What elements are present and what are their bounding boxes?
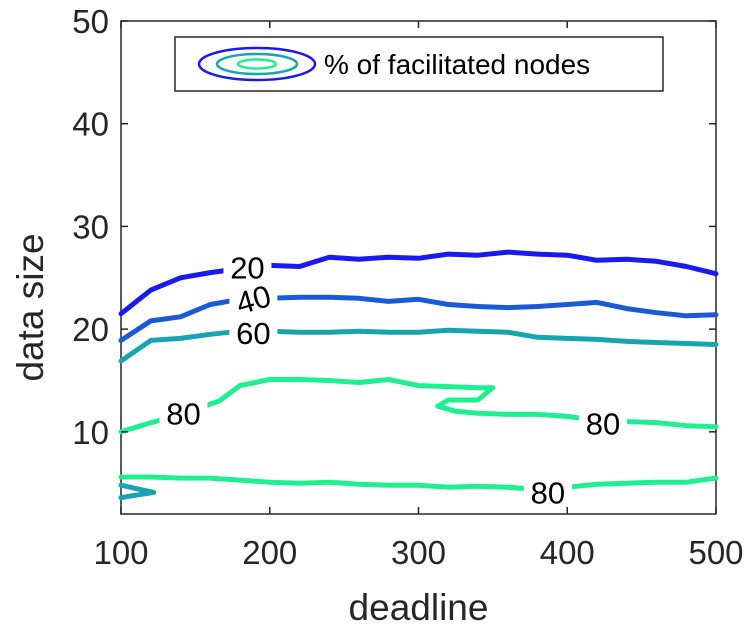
contour-label-bg <box>578 408 627 439</box>
y-tick-label: 50 <box>72 3 109 40</box>
x-tick-label: 300 <box>391 534 446 571</box>
y-axis-label: data size <box>10 233 51 381</box>
x-axis-label: deadline <box>349 587 489 628</box>
contour-line-80-5 <box>118 474 719 492</box>
contour-label-60-2: 60 <box>236 316 270 351</box>
contour-label-20-0: 20 <box>230 251 264 286</box>
x-tick-label: 400 <box>540 534 595 571</box>
y-tick-label: 40 <box>72 106 109 143</box>
y-tick-label: 20 <box>72 311 109 348</box>
contour-line-70-6 <box>118 482 157 501</box>
legend-box <box>174 36 664 92</box>
plot-area <box>120 20 717 515</box>
y-tick-label: 10 <box>72 414 109 451</box>
legend-label: % of facilitated nodes <box>324 49 590 80</box>
contour-label-bg <box>159 398 208 429</box>
contour-line-20-0 <box>118 249 719 317</box>
legend: % of facilitated nodes <box>174 36 664 92</box>
contour-label-80-5: 80 <box>531 475 565 510</box>
contour-label-bg <box>223 252 272 283</box>
contour-label-bg <box>229 318 278 349</box>
legend-contour-icon <box>197 46 317 82</box>
contour-label-80-4: 80 <box>586 407 620 442</box>
contour-label-80-3: 80 <box>166 396 200 431</box>
contour-line-40-1 <box>118 294 719 343</box>
x-tick-label: 100 <box>93 534 148 571</box>
contour-label-bg <box>229 284 278 315</box>
x-tick-label: 500 <box>688 534 743 571</box>
contour-label-bg <box>523 477 572 508</box>
plot-frame <box>120 20 717 515</box>
y-tick-label: 30 <box>72 208 109 245</box>
contour-line-60-2 <box>118 327 719 364</box>
x-tick-label: 200 <box>242 534 297 571</box>
axis-ticks: 100 200 300 400 500 10 20 30 40 50 <box>72 3 743 571</box>
